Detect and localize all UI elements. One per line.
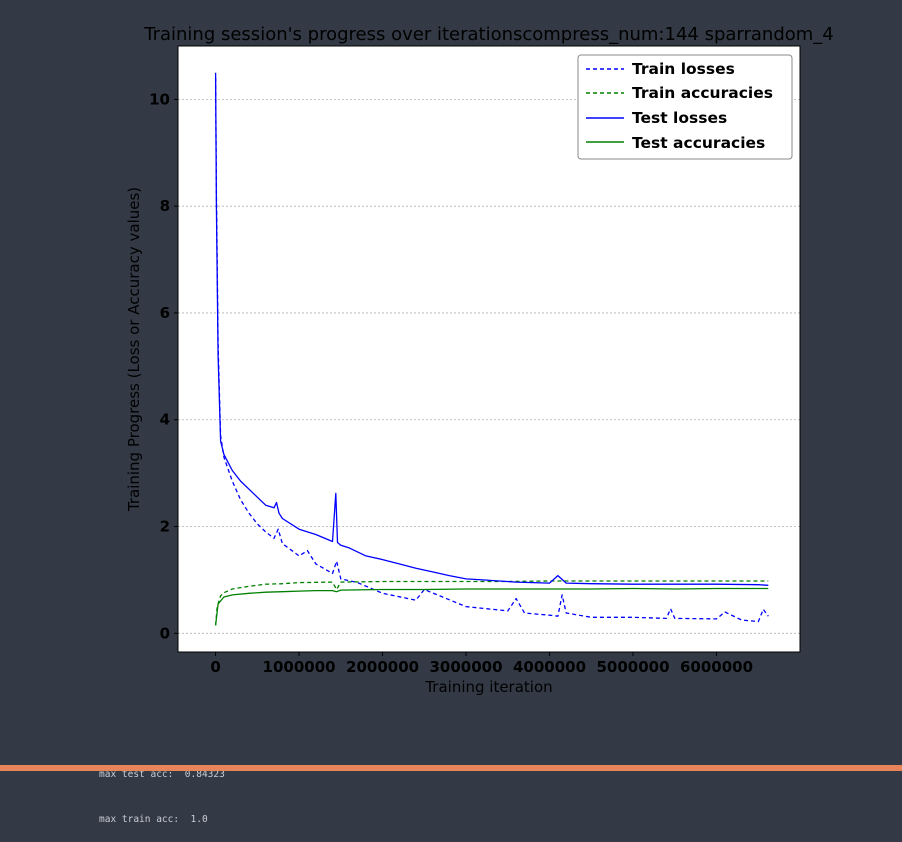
y-tick-label: 6 — [160, 304, 170, 322]
x-tick-label: 2000000 — [346, 658, 419, 676]
x-tick-label: 1000000 — [263, 658, 336, 676]
legend-label-train-losses: Train losses — [632, 60, 735, 78]
series-lines — [214, 72, 769, 626]
footer-bar — [0, 765, 902, 771]
x-tick-label: 3000000 — [430, 658, 503, 676]
y-axis-label: Training Progress (Loss or Accuracy valu… — [125, 187, 143, 512]
series-line-test-losses — [214, 72, 769, 586]
x-axis-label: Training iteration — [424, 678, 552, 696]
series-line-train-losses — [214, 77, 769, 623]
y-tick-label: 2 — [160, 518, 170, 536]
y-tick-label: 0 — [160, 624, 170, 642]
legend-label-test-losses: Test losses — [632, 109, 727, 127]
y-tick-label: 8 — [160, 197, 170, 215]
legend-box — [577, 54, 793, 160]
x-tick-label: 4000000 — [513, 658, 586, 676]
y-tick-label: 10 — [149, 90, 170, 108]
chart-title: Training session's progress over iterati… — [143, 24, 834, 45]
legend: Train losses Train accuracies Test losse… — [577, 54, 793, 160]
max-train-acc-line: max train acc: 1.0 — [99, 814, 208, 825]
legend-label-train-accuracies: Train accuracies — [632, 84, 773, 102]
legend-label-test-accuracies: Test accuracies — [632, 134, 765, 152]
x-tick-label: 6000000 — [680, 658, 753, 676]
axis-ticks: 0 2 4 6 8 10 0 1000000 2000000 3000000 4000000 5000… — [149, 90, 753, 676]
output-stats: max test acc: 0.84323 max train acc: 1.0 — [99, 737, 225, 842]
x-tick-label: 0 — [210, 658, 220, 676]
series-line-train-accuracies — [214, 580, 769, 626]
plot-frame — [177, 45, 801, 653]
training-progress-chart: 0 2 4 6 8 10 0 1000000 2000000 3000000 4000000 5000… — [125, 24, 834, 696]
series-line-test-accuracies — [214, 587, 769, 626]
x-tick-label: 5000000 — [596, 658, 669, 676]
y-tick-label: 4 — [160, 411, 170, 429]
